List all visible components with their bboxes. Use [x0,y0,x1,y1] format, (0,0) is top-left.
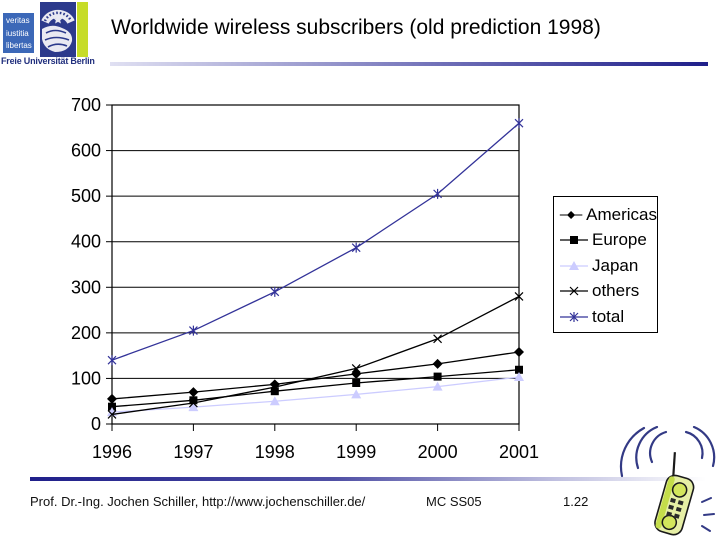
chart-legend: Americas Europe Japan others total [553,196,658,333]
series-line-Americas [111,351,520,400]
marker-diamond [514,346,524,357]
slide-number: 1.22 [563,494,589,509]
phone-keypad [666,497,684,519]
marker-triangle [569,260,579,270]
phone-body [654,452,695,536]
footer-course: MC SS05 [426,494,482,509]
marker-x [188,398,198,408]
university-motto-box: veritas iustitia libertas [3,13,34,53]
x-axis-label: 1999 [336,442,376,462]
marker-square [108,402,116,411]
footer-author: Prof. Dr.-Ing. Jochen Schiller, http://w… [30,494,366,509]
header-divider [110,62,708,66]
x-axis-label: 1997 [173,442,213,462]
phone-mic [661,514,678,531]
phone-earpiece [671,482,688,498]
logo-green-stripe [77,2,88,57]
plot-border [111,104,520,425]
series-line-total [111,122,520,361]
marker-x [433,334,443,344]
marker-square [433,372,442,381]
motto-line: libertas [6,41,32,50]
marker-x [107,410,117,419]
marker-square [570,236,578,245]
legend-item-others: others [559,279,657,305]
x-axis-label: 2001 [499,442,539,462]
y-axis-label: 400 [71,232,101,252]
marker-star [351,242,361,253]
y-axis-label: 300 [71,277,101,297]
legend-square-icon [560,236,588,245]
marker-square [515,365,523,374]
marker-square [352,378,361,387]
university-name: Freie Universität Berlin [1,56,95,66]
marker-diamond [351,368,362,379]
y-axis-label: 100 [71,368,101,388]
x-axis-label: 2000 [418,442,458,462]
marker-x [351,363,361,373]
legend-item-Japan: Japan [559,253,657,279]
legend-diamond-icon [559,210,583,219]
x-axis-label: 1998 [255,442,295,462]
y-axis-label: 600 [71,141,101,161]
legend-label: others [592,281,640,301]
legend-item-Americas: Americas [559,202,657,228]
mobile-phone-graphic [619,426,716,536]
marker-diamond [567,210,576,219]
radio-waves-icon [619,426,716,478]
page-title: Worldwide wireless subscribers (old pred… [111,16,601,39]
marker-x [514,291,524,301]
legend-label: total [592,306,625,326]
legend-x-icon [560,286,588,296]
marker-triangle [432,381,443,391]
marker-diamond [432,358,443,369]
marker-triangle [514,372,524,382]
marker-star [188,325,198,336]
marker-diamond [107,393,117,404]
series-line-others [111,295,520,416]
marker-star [569,311,579,322]
marker-diamond [188,387,199,398]
marker-triangle [188,402,199,412]
marker-triangle [269,396,280,406]
legend-label: Japan [592,255,639,275]
marker-x [270,382,280,392]
y-axis-label: 700 [71,95,101,115]
series-line-Europe [111,369,520,408]
y-axis-label: 0 [91,414,101,434]
marker-star [107,355,117,366]
footer-divider [30,477,706,481]
legend-triangle-icon [560,260,588,270]
legend-star-icon [560,311,588,322]
marker-square [270,387,279,396]
motion-lines-icon [701,497,715,532]
university-seal-icon [40,2,76,57]
legend-item-total: total [559,304,657,330]
marker-star [270,286,280,297]
marker-square [189,396,198,405]
y-axis-label: 500 [71,186,101,206]
legend-item-Europe: Europe [559,228,657,254]
motto-line: veritas [6,16,30,25]
marker-star [433,188,443,199]
series-line-Japan [111,376,520,413]
y-axis-label: 200 [71,323,101,343]
marker-x [569,286,579,296]
x-axis-label: 1996 [92,442,132,462]
marker-star [514,118,524,129]
legend-label: Europe [592,230,647,250]
motto-line: iustitia [6,28,29,38]
legend-label: Americas [586,204,657,224]
marker-triangle [351,389,362,399]
